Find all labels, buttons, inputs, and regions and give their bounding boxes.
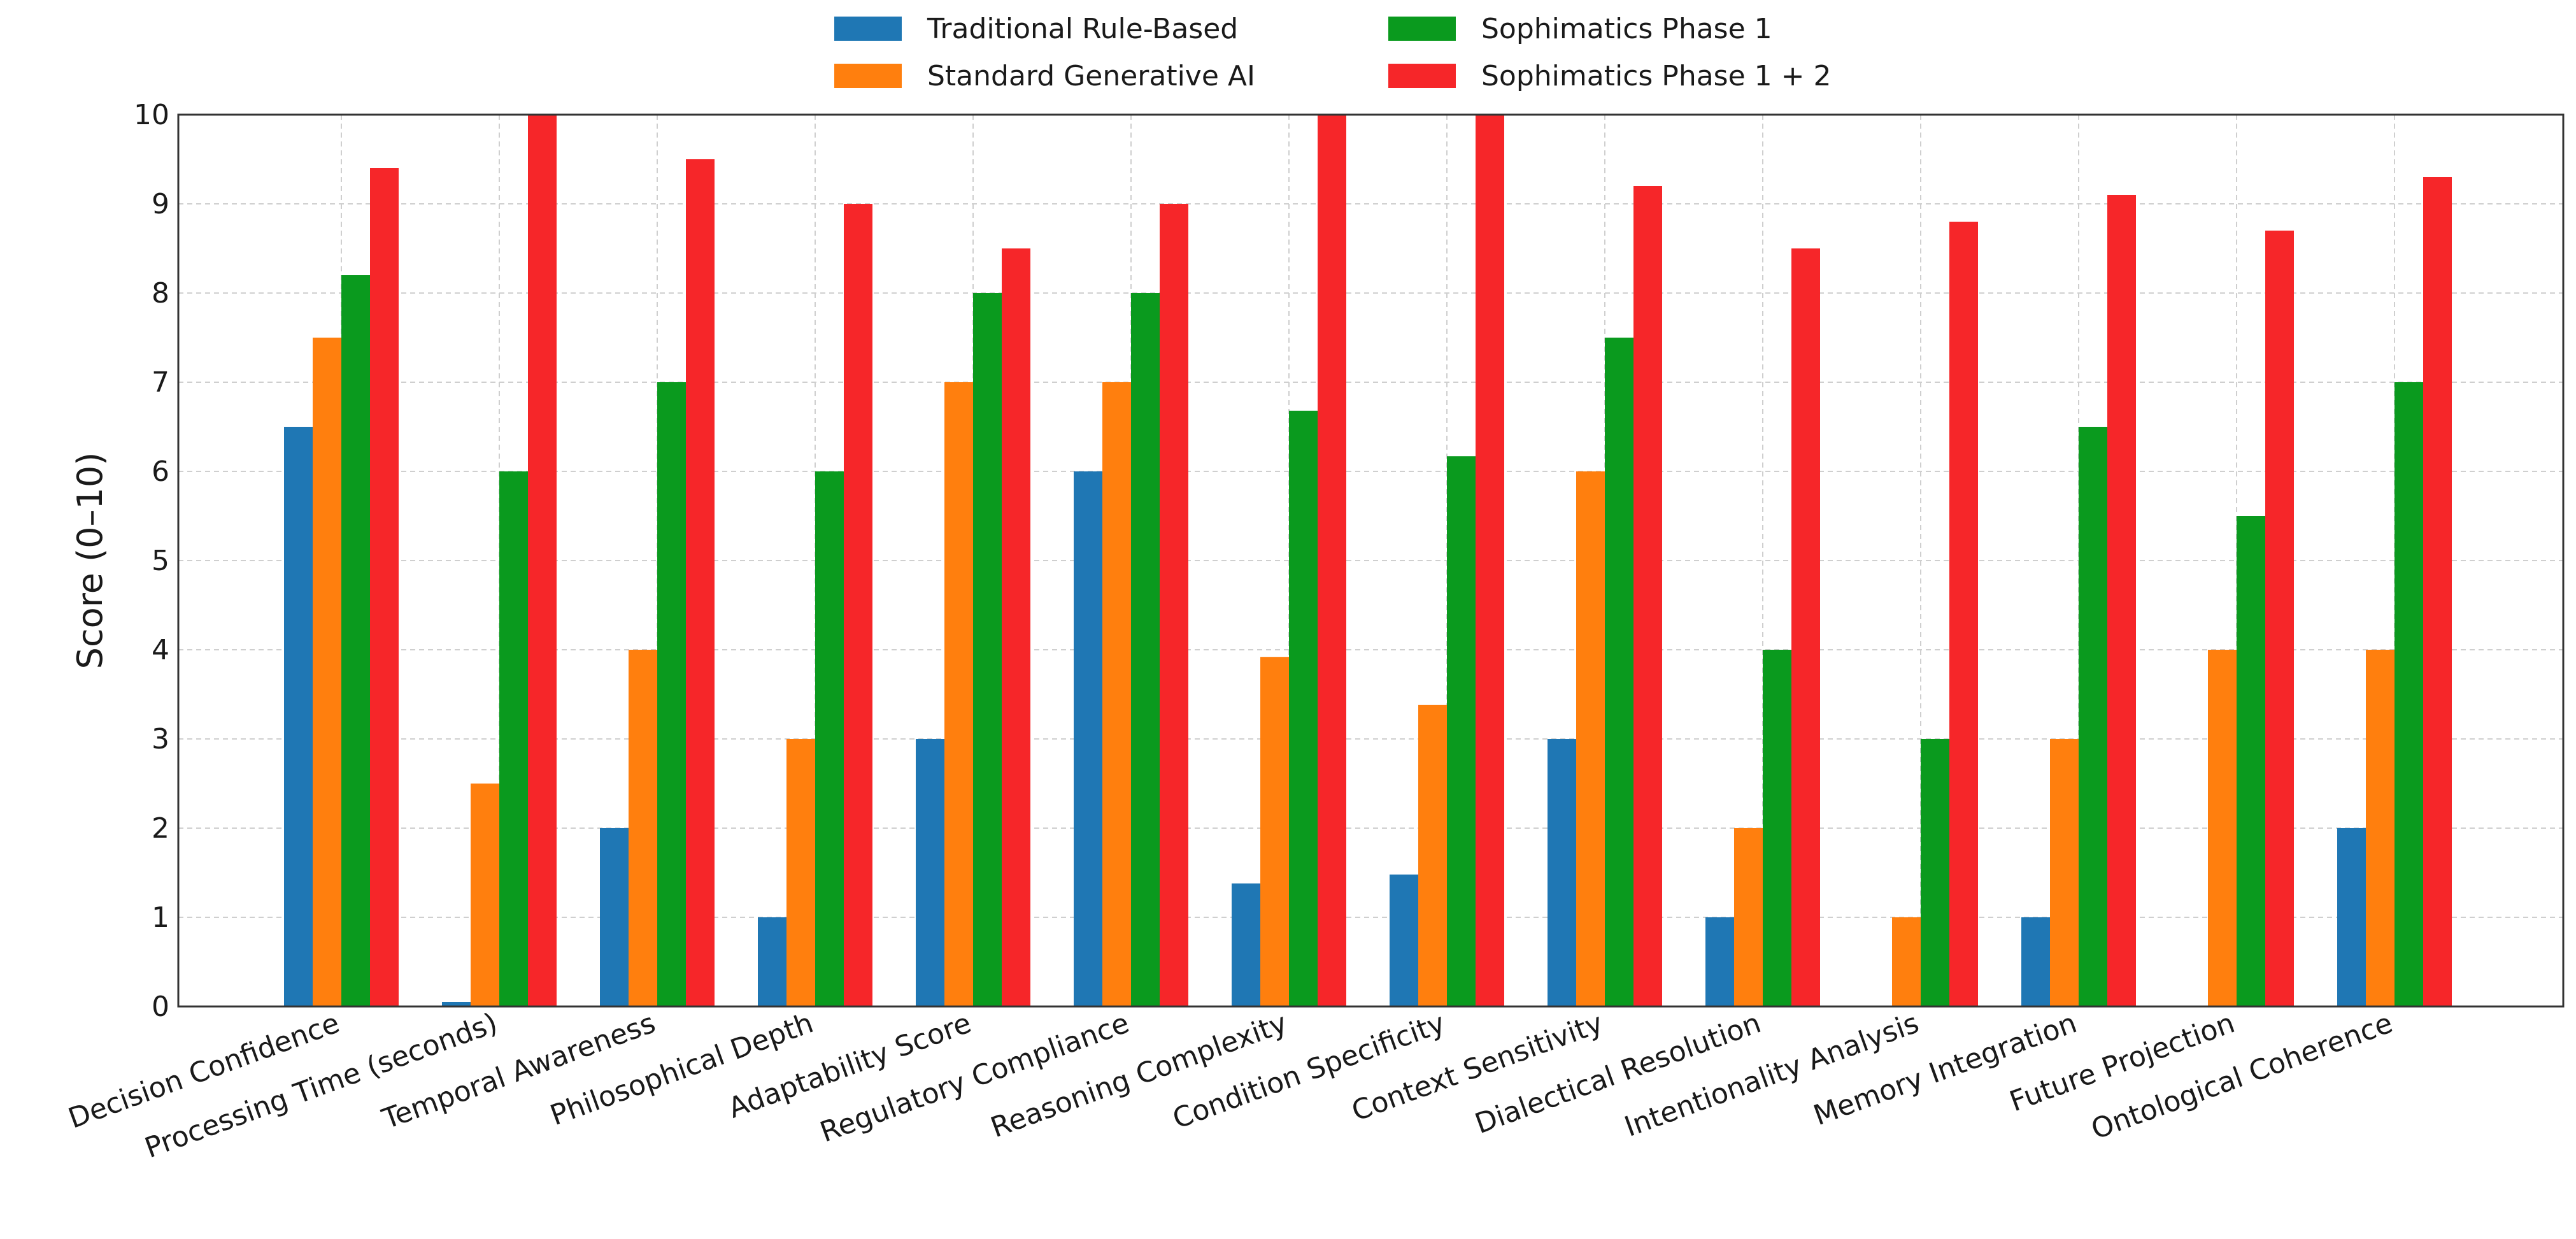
legend-swatch: [834, 17, 902, 41]
y-tick-label: 5: [152, 545, 169, 577]
legend-swatch: [834, 64, 902, 88]
y-tick-label: 10: [134, 99, 169, 131]
bar: [1548, 739, 1576, 1006]
x-tick-label: Philosophical Depth: [546, 1006, 817, 1132]
bar: [2237, 516, 2265, 1006]
bar: [1102, 382, 1131, 1006]
bar: [1605, 338, 1633, 1006]
bar: [528, 115, 557, 1006]
y-tick-label: 7: [152, 366, 169, 399]
bar: [1418, 705, 1447, 1006]
x-tick-label: Dialectical Resolution: [1471, 1006, 1765, 1140]
bar: [341, 275, 370, 1006]
bar: [973, 293, 1002, 1006]
bar: [2208, 650, 2237, 1006]
bar: [758, 917, 786, 1006]
bar: [1763, 650, 1791, 1006]
y-tick-label: 8: [152, 277, 169, 310]
x-tick-label: Ontological Coherence: [2087, 1006, 2397, 1146]
bar: [629, 650, 657, 1006]
bar: [2265, 231, 2294, 1006]
y-tick-label: 1: [152, 901, 169, 934]
bar: [1447, 456, 1476, 1006]
legend-label: Sophimatics Phase 1 + 2: [1481, 60, 1831, 92]
bar: [686, 159, 715, 1006]
legend-label: Standard Generative AI: [927, 60, 1255, 92]
x-tick-label: Condition Specificity: [1169, 1006, 1449, 1135]
bar: [442, 1002, 471, 1006]
bars: [284, 115, 2452, 1006]
bar: [1892, 917, 1921, 1006]
bar: [370, 168, 399, 1006]
bar: [1949, 222, 1978, 1006]
bar: [1232, 883, 1260, 1006]
bar: [815, 471, 844, 1006]
x-tick-label: Memory Integration: [1809, 1006, 2081, 1132]
y-tick-labels: 0 1 2 3 4 5 6 7 8 9 10: [134, 99, 169, 1023]
bar: [657, 382, 686, 1006]
y-axis-label: Score (0–10): [70, 452, 110, 670]
legend-swatch: [1388, 64, 1456, 88]
bar: [2050, 739, 2079, 1006]
y-tick-label: 2: [152, 812, 169, 845]
bar: [1260, 657, 1289, 1006]
bar: [916, 739, 944, 1006]
bar: [471, 784, 499, 1006]
bar: [1160, 204, 1188, 1006]
bar: [1921, 739, 1949, 1006]
bar: [1576, 471, 1605, 1006]
bar: [1705, 917, 1734, 1006]
bar: [2021, 917, 2050, 1006]
bar: [284, 427, 313, 1006]
bar: [1476, 115, 1504, 1006]
bar: [1074, 471, 1102, 1006]
bar: [1131, 293, 1160, 1006]
bar: [844, 204, 872, 1006]
y-tick-label: 0: [152, 991, 169, 1023]
bar: [2366, 650, 2395, 1006]
plot-frame: [177, 113, 2565, 1008]
bar: [2337, 828, 2366, 1006]
bar: [2107, 195, 2136, 1006]
bar: [1289, 410, 1318, 1006]
y-tick-label: 6: [152, 455, 169, 488]
legend-label: Sophimatics Phase 1: [1481, 13, 1772, 45]
bar: [499, 471, 528, 1006]
y-tick-label: 4: [152, 634, 169, 666]
legend-label: Traditional Rule-Based: [927, 13, 1238, 45]
legend-swatch: [1388, 17, 1456, 41]
axes: [177, 113, 2565, 1008]
bar: [1318, 115, 1346, 1006]
bar: [1791, 248, 1820, 1006]
bar: [1734, 828, 1763, 1006]
bar: [1002, 248, 1030, 1006]
bar: [786, 739, 815, 1006]
bar: [2423, 177, 2452, 1006]
x-tick-label: Temporal Awareness: [378, 1006, 660, 1136]
bar: [944, 382, 973, 1006]
x-tick-label: Reasoning Complexity: [986, 1006, 1292, 1144]
bar: [1390, 874, 1418, 1006]
y-tick-label: 9: [152, 188, 169, 220]
bar: [313, 338, 341, 1006]
y-tick-label: 3: [152, 723, 169, 756]
bar: [600, 828, 629, 1006]
bar: [2395, 382, 2423, 1006]
legend: Traditional Rule-Based Standard Generativ…: [834, 13, 1831, 92]
bar: [2079, 427, 2107, 1006]
x-tick-label: Intentionality Analysis: [1620, 1006, 1923, 1143]
bar: [1633, 186, 1662, 1006]
